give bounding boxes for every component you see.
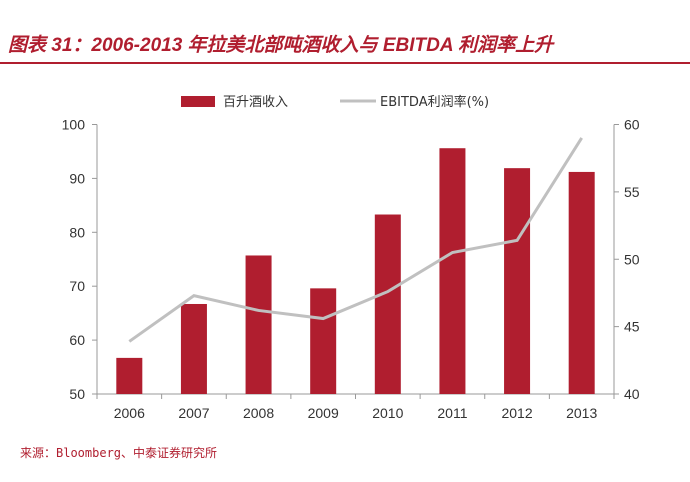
chart-title: 图表 31：2006-2013 年拉美北部吨酒收入与 EBITDA 利润率上升 xyxy=(8,35,554,56)
bar-2008 xyxy=(245,255,272,394)
left-tick-label: 50 xyxy=(69,386,85,402)
left-tick-label: 90 xyxy=(69,170,85,186)
x-tick-label: 2012 xyxy=(501,405,532,421)
x-tick-label: 2011 xyxy=(437,405,467,421)
right-tick-label: 55 xyxy=(624,184,640,200)
bar-2013 xyxy=(568,171,595,394)
x-tick-label: 2013 xyxy=(566,405,597,421)
source-note: 来源：Bloomberg、中泰证券研究所 xyxy=(20,446,218,460)
left-tick-label: 70 xyxy=(69,278,85,294)
x-tick-label: 2006 xyxy=(114,405,145,421)
x-tick-label: 2009 xyxy=(308,405,339,421)
x-tick-label: 2007 xyxy=(178,405,209,421)
title-divider xyxy=(0,62,690,64)
right-tick-label: 40 xyxy=(624,386,640,402)
right-tick-label: 50 xyxy=(624,251,640,267)
bar-2006 xyxy=(116,357,143,394)
left-tick-label: 100 xyxy=(62,117,86,133)
x-tick-label: 2010 xyxy=(372,405,403,421)
margin-line xyxy=(128,137,583,343)
bar-2009 xyxy=(310,288,337,394)
bar-2007 xyxy=(180,303,207,394)
bar-2011 xyxy=(439,148,466,394)
legend-label-line: EBITDA利润率(%) xyxy=(380,94,489,110)
left-tick-label: 60 xyxy=(69,332,85,348)
x-tick-label: 2008 xyxy=(243,405,274,421)
bar-2012 xyxy=(504,168,531,394)
bar-2010 xyxy=(374,214,401,394)
right-tick-label: 45 xyxy=(624,319,640,335)
right-tick-label: 60 xyxy=(624,117,640,133)
left-tick-label: 80 xyxy=(69,224,85,240)
legend-label-bar: 百升酒收入 xyxy=(223,95,288,110)
legend-swatch-bar xyxy=(181,96,215,107)
